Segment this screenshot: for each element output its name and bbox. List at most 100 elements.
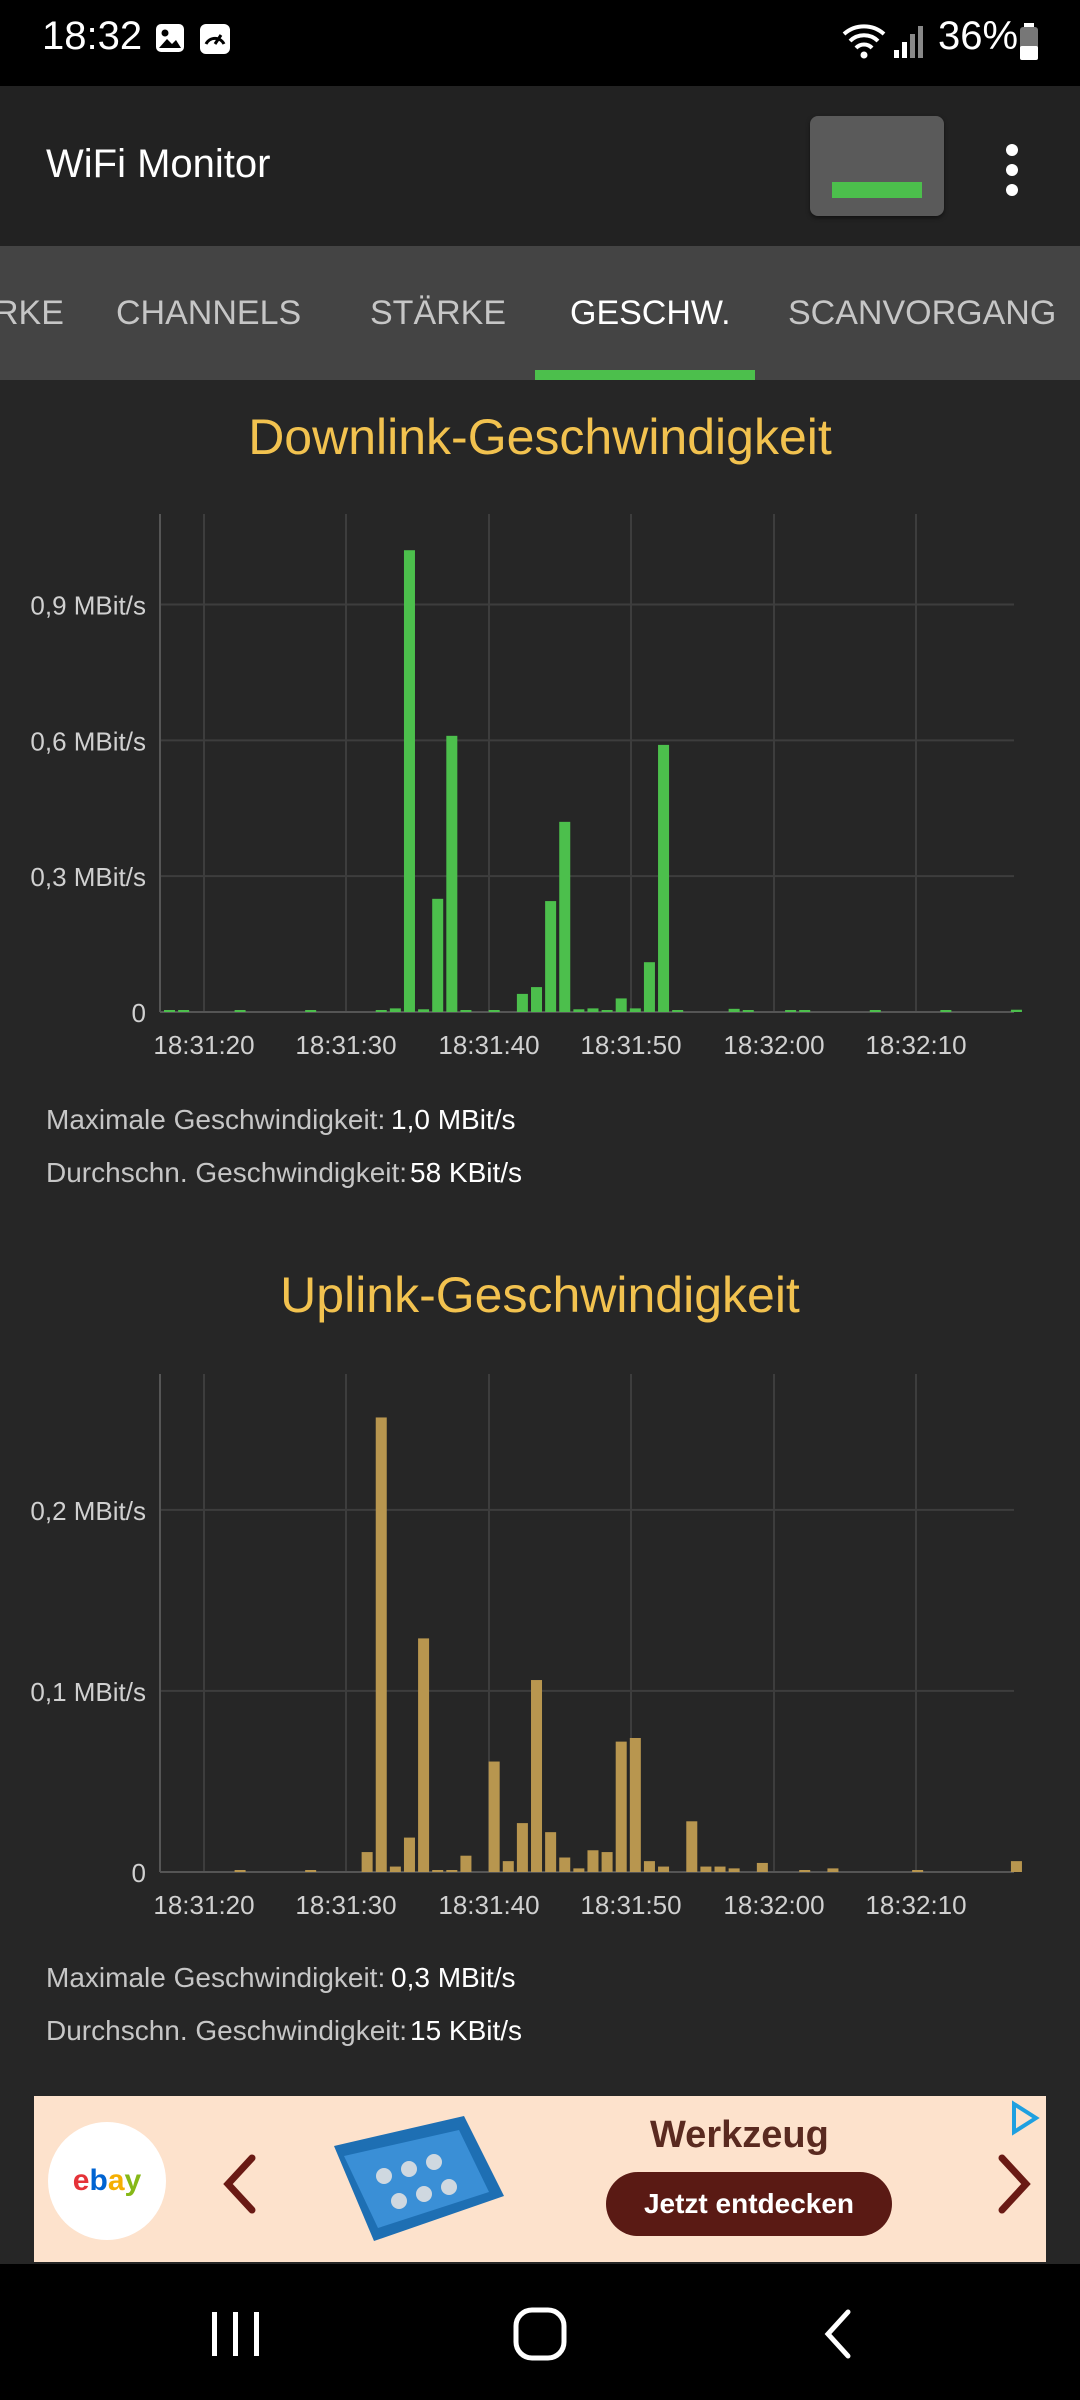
downlink-bar (573, 1009, 585, 1012)
gallery-icon (156, 24, 184, 52)
app-bar: WiFi Monitor (0, 86, 1080, 246)
wifi-icon (842, 24, 886, 59)
downlink-chart: 0 0,3 MBit/s 0,6 MBit/s 0,9 MBit/s 18:31:20 1… (30, 514, 1022, 1060)
uplink-max-value: 0,3 MBit/s (391, 1962, 516, 1993)
uplink-bar (389, 1866, 401, 1872)
downlink-bar (728, 1008, 740, 1012)
uplink-chart-title: Uplink-Geschwindigkeit (280, 1267, 800, 1323)
uplink-bar (799, 1870, 811, 1872)
downlink-bar (1010, 1009, 1022, 1012)
downlink-bar (234, 1010, 246, 1012)
tab-staerke-partial[interactable]: RKE (0, 294, 64, 332)
uplink-bar (658, 1866, 670, 1872)
uplink-bar (460, 1855, 472, 1872)
downlink-bar (516, 993, 528, 1012)
downlink-bar (305, 1010, 317, 1012)
battery-icon (1020, 23, 1038, 60)
more-vert-icon[interactable] (994, 140, 1030, 200)
downlink-bar (389, 1008, 401, 1012)
chevron-right-icon[interactable] (994, 2154, 1034, 2214)
downlink-bar (629, 1008, 641, 1012)
uplink-bar (587, 1850, 599, 1872)
uplink-bar (418, 1638, 430, 1872)
downlink-max-value: 1,0 MBit/s (391, 1104, 516, 1135)
downlink-bar (418, 1009, 430, 1012)
adchoices-icon[interactable] (1006, 2100, 1042, 2136)
uplink-bar (827, 1868, 839, 1872)
uplink-bar (531, 1680, 543, 1872)
tab-indicator (535, 370, 755, 380)
uplink-bar (615, 1741, 627, 1872)
uplink-bar (305, 1870, 317, 1872)
uplink-bar (403, 1837, 415, 1872)
downlink-bar (531, 987, 543, 1012)
downlink-y-tick-label: 0,3 MBit/s (30, 862, 146, 892)
downlink-bar (545, 901, 557, 1012)
ad-headline: Werkzeug (650, 2114, 829, 2156)
home-icon[interactable] (510, 2304, 570, 2364)
uplink-x-tick-label: 18:32:00 (723, 1890, 824, 1920)
uplink-chart: 0 0,1 MBit/s 0,2 MBit/s 18:31:20 18:31:30 18:… (30, 1374, 1022, 1920)
downlink-y-tick-label: 0,6 MBit/s (30, 726, 146, 756)
uplink-bar (446, 1870, 458, 1872)
tab-geschw[interactable]: GESCHW. (570, 294, 731, 332)
uplink-bar (629, 1737, 641, 1872)
downlink-avg-value: 58 KBit/s (410, 1157, 523, 1188)
uplink-bar (488, 1761, 500, 1872)
downlink-y-tick-label: 0,9 MBit/s (30, 591, 146, 621)
uplink-bar (234, 1870, 246, 1872)
downlink-max-label: Maximale Geschwindigkeit: (46, 1104, 386, 1135)
downlink-bar (658, 744, 670, 1012)
downlink-bar (940, 1010, 952, 1012)
tab-channels[interactable]: CHANNELS (116, 294, 302, 332)
uplink-bar (432, 1870, 444, 1872)
downlink-bar (785, 1010, 797, 1012)
downlink-chart-title: Downlink-Geschwindigkeit (248, 409, 832, 465)
downlink-bar (799, 1010, 811, 1012)
downlink-x-tick-label: 18:31:30 (295, 1030, 396, 1060)
pause-button[interactable] (810, 116, 944, 216)
uplink-bar (1010, 1861, 1022, 1872)
status-bar: 18:32 36% (0, 0, 1080, 86)
downlink-bar (446, 735, 458, 1012)
uplink-bar (728, 1868, 740, 1872)
downlink-bar (601, 1010, 613, 1012)
uplink-bar (912, 1870, 924, 1872)
downlink-bar (615, 998, 627, 1012)
tab-staerke[interactable]: STÄRKE (370, 294, 507, 332)
speedometer-icon (200, 24, 230, 54)
uplink-bar (714, 1866, 726, 1872)
downlink-bar (178, 1010, 190, 1012)
uplink-x-tick-label: 18:32:10 (865, 1890, 966, 1920)
uplink-avg-value: 15 KBit/s (410, 2015, 523, 2046)
uplink-max-label: Maximale Geschwindigkeit: (46, 1962, 386, 1993)
downlink-bar (742, 1010, 754, 1012)
uplink-x-tick-label: 18:31:50 (580, 1890, 681, 1920)
uplink-bar (502, 1861, 514, 1872)
downlink-bar (643, 962, 655, 1012)
downlink-x-tick-label: 18:31:50 (580, 1030, 681, 1060)
downlink-x-tick-label: 18:32:00 (723, 1030, 824, 1060)
downlink-bar (164, 1010, 176, 1012)
recents-icon[interactable] (206, 2308, 266, 2360)
ebay-logo: ebay (48, 2122, 166, 2240)
uplink-bar (601, 1852, 613, 1872)
ad-banner[interactable]: ebay Werkzeug Jetzt entdecken (34, 2096, 1046, 2262)
app-title: WiFi Monitor (46, 142, 271, 186)
uplink-bar (545, 1832, 557, 1872)
uplink-bar (686, 1821, 698, 1872)
uplink-bar (559, 1857, 571, 1872)
tab-scanvorgang[interactable]: SCANVORGANG (788, 294, 1057, 332)
downlink-x-tick-label: 18:31:20 (153, 1030, 254, 1060)
chevron-left-icon[interactable] (220, 2154, 260, 2214)
downlink-bar (587, 1008, 599, 1012)
back-icon[interactable] (818, 2306, 858, 2362)
uplink-x-tick-label: 18:31:30 (295, 1890, 396, 1920)
ad-cta-button[interactable]: Jetzt entdecken (606, 2172, 892, 2236)
uplink-x-tick-label: 18:31:40 (438, 1890, 539, 1920)
downlink-bar (559, 821, 571, 1012)
uplink-y-tick-label: 0 (132, 1858, 146, 1888)
uplink-y-tick-label: 0,1 MBit/s (30, 1677, 146, 1707)
uplink-bar (516, 1823, 528, 1872)
uplink-bar (375, 1417, 387, 1872)
